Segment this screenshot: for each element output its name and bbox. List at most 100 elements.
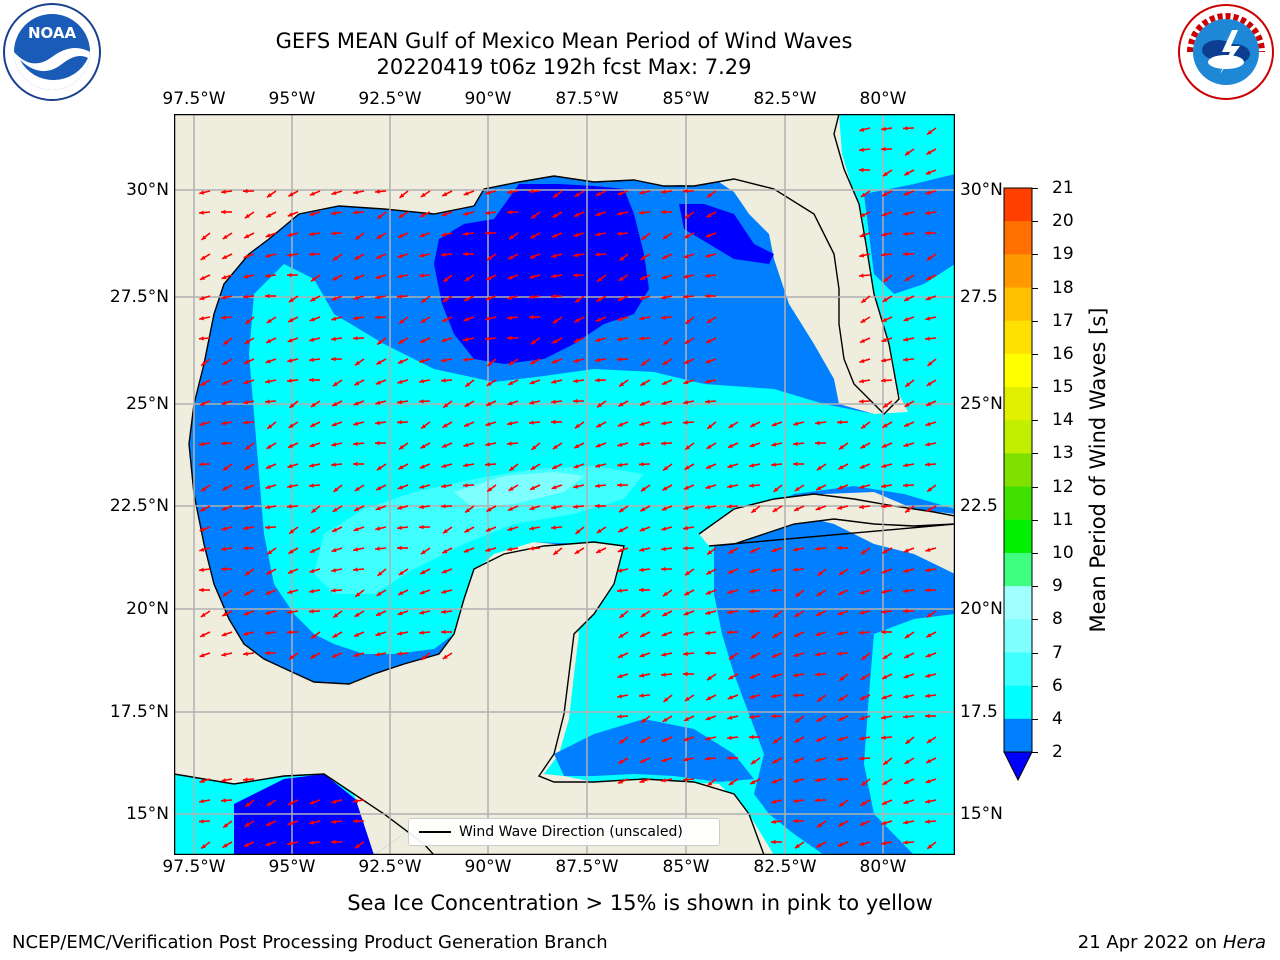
wave-arrow-head: [419, 253, 425, 258]
wave-arrow-head: [925, 567, 930, 573]
wave-arrow-head: [287, 463, 293, 469]
wave-arrow-head: [903, 608, 908, 614]
colorbar-label: Mean Period of Wind Waves [s]: [1086, 307, 1110, 633]
wave-arrow-head: [200, 275, 205, 280]
lon-tick-bottom: 92.5°W: [358, 857, 422, 877]
wave-arrow-head: [859, 756, 864, 761]
wave-arrow-head: [309, 252, 314, 257]
gulf-water-high-period: [314, 466, 644, 594]
wave-arrow-head: [331, 839, 336, 845]
wave-arrow-head: [309, 800, 315, 805]
wave-arrow-head: [221, 421, 226, 426]
wave-arrow-head: [244, 359, 249, 364]
colorbar-segment: [1004, 287, 1032, 322]
wave-arrow-head: [661, 400, 667, 405]
wave-arrow-head: [199, 567, 204, 572]
wave-arrow-head: [485, 527, 491, 532]
wave-arrow-head: [639, 527, 645, 532]
wave-arrow-head: [771, 673, 777, 678]
wave-arrow-head: [904, 759, 910, 764]
wave-arrow-head: [926, 738, 932, 743]
wave-arrow-head: [376, 591, 382, 596]
wave-arrow-head: [663, 340, 669, 345]
wave-arrow-head: [508, 255, 514, 260]
wave-arrow-head: [707, 424, 713, 429]
wave-arrow-head: [617, 779, 623, 784]
wave-arrow-head: [266, 570, 272, 575]
wave-arrow-head: [749, 734, 754, 740]
wave-arrow-head: [597, 277, 603, 282]
wave-arrow-head: [771, 839, 776, 845]
wave-arrow-head: [309, 443, 315, 448]
wave-arrow-head: [353, 295, 359, 300]
wave-arrow-head: [508, 360, 514, 365]
wave-arrow-head: [221, 546, 226, 552]
wave-arrow-head: [310, 548, 315, 553]
wave-arrow-head: [903, 674, 909, 679]
wave-arrow-head: [707, 192, 712, 198]
wave-arrow-head: [771, 693, 776, 699]
wave-arrow-head: [639, 401, 645, 406]
colorbar-tick-mark: [1032, 320, 1038, 322]
wave-arrow-head: [904, 422, 909, 427]
wave-arrow-head: [309, 377, 314, 383]
wave-arrow-head: [639, 421, 645, 426]
wave-arrow-head: [199, 587, 204, 593]
lat-tick-right: 17.5: [960, 702, 998, 722]
colorbar-tick-label: 9: [1052, 576, 1063, 597]
wave-arrow-head: [331, 356, 336, 362]
wave-arrow-head: [881, 443, 887, 448]
wave-arrow-head: [441, 443, 447, 448]
wave-arrow-head: [881, 212, 887, 217]
wave-arrow-head: [309, 357, 314, 362]
wave-arrow-head: [419, 504, 424, 510]
wave-arrow-head: [882, 317, 887, 322]
wave-arrow-head: [640, 381, 646, 386]
wave-arrow-head: [793, 673, 798, 678]
wave-arrow-head: [287, 378, 292, 383]
wave-arrow-head: [639, 653, 645, 658]
colorbar-tick-label: 2: [1052, 742, 1063, 762]
wave-arrow-head: [397, 294, 402, 299]
lat-tick-left: 20°N: [126, 599, 169, 619]
wave-arrow-head: [551, 359, 557, 364]
wave-arrow-head: [860, 675, 866, 680]
wave-arrow-head: [265, 293, 270, 299]
wave-arrow-head: [244, 842, 249, 847]
wave-arrow-head: [200, 632, 206, 637]
colorbar-tick-mark: [1032, 221, 1038, 223]
wave-arrow-head: [551, 273, 556, 279]
lon-tick-top: 82.5°W: [753, 89, 817, 109]
wave-arrow-head: [507, 210, 512, 215]
wave-arrow-head: [619, 739, 625, 744]
wave-arrow-head: [595, 252, 600, 257]
wave-arrow-head: [903, 820, 908, 825]
colorbar-tick-label: 19: [1052, 244, 1074, 265]
wave-arrow-head: [354, 486, 360, 491]
wave-arrow-head: [860, 549, 866, 555]
colorbar-segment: [1004, 486, 1032, 521]
wave-arrow-head: [684, 213, 690, 219]
colorbar: [1003, 187, 1033, 782]
colorbar-tick-label: 11: [1052, 509, 1074, 530]
lon-tick-top: 80°W: [859, 89, 907, 109]
wave-arrow-head: [375, 420, 380, 426]
wave-arrow-head: [552, 444, 558, 449]
wave-arrow-head: [837, 485, 843, 490]
wave-arrow-head: [816, 611, 821, 616]
wave-arrow-head: [903, 126, 908, 131]
wave-arrow-head: [815, 652, 820, 657]
wave-arrow-head: [441, 504, 446, 509]
wave-arrow-head: [485, 210, 490, 216]
wave-arrow-head: [815, 631, 821, 637]
wave-arrow-head: [243, 294, 248, 299]
wave-arrow-head: [551, 253, 557, 258]
wave-arrow-head: [750, 548, 755, 553]
wave-arrow-head: [375, 652, 380, 657]
wave-arrow-head: [837, 842, 843, 847]
wave-arrow-head: [464, 528, 470, 533]
wave-arrow-head: [816, 843, 822, 848]
colorbar-tick-mark: [1032, 652, 1038, 654]
wave-arrow-head: [222, 360, 228, 365]
lat-tick-left: 22.5°N: [109, 496, 169, 516]
